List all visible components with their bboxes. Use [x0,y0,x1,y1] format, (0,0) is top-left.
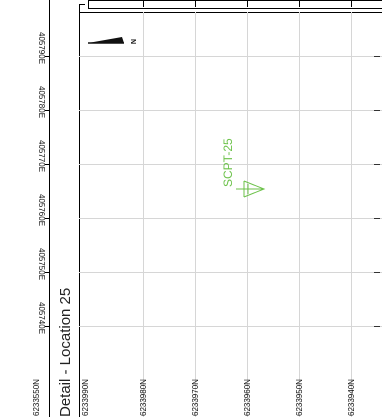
top-tick [143,1,144,7]
grid-end-mark [374,218,380,219]
grid-line-horizontal [79,164,382,165]
grid-line-horizontal [79,218,382,219]
grid-end-mark [374,56,380,57]
easting-label: 405740E [37,302,46,335]
easting-label: 405760E [37,194,46,227]
top-tick [299,1,300,7]
easting-tick [45,218,49,219]
grid-line-vertical [247,12,248,417]
top-strip-border [88,0,382,1]
easting-tick [45,326,49,327]
left-strip-northing-label: 6233550N [32,379,41,416]
north-arrow-label: N [129,38,137,45]
northing-label: 6233950N [295,379,304,416]
grid-line-vertical [143,12,144,417]
north-arrow-icon [88,37,124,44]
easting-label: 405770E [37,140,46,173]
top-tick [247,1,248,7]
easting-label: 405790E [37,32,46,65]
top-tick [351,1,352,7]
left-panel-border [49,0,50,417]
map-top-border [79,12,382,13]
grid-line-horizontal [79,56,382,57]
grid-end-mark [374,110,380,111]
map-title: Detail - Location 25 [57,287,74,417]
top-strip-left-border [88,0,89,9]
easting-label: 405750E [37,248,46,281]
grid-end-mark [374,164,380,165]
northing-label: 6233960N [243,379,252,416]
easting-tick [45,110,49,111]
grid-line-vertical [299,12,300,417]
cpt-location-label: SCPT-25 [221,138,235,187]
northing-label: 6233980N [139,379,148,416]
grid-line-vertical [351,12,352,417]
grid-line-horizontal [79,272,382,273]
northing-label: 6233940N [347,379,356,416]
easting-tick [45,56,49,57]
corner-mark-vertical [79,4,80,12]
easting-tick [45,272,49,273]
grid-line-horizontal [79,326,382,327]
grid-end-mark [374,272,380,273]
easting-tick [45,164,49,165]
cpt-location-icon [236,180,266,198]
top-tick [195,1,196,7]
northing-label: 6233970N [191,379,200,416]
map-left-border [79,12,80,417]
grid-line-vertical [195,12,196,417]
corner-mark [79,4,85,5]
top-strip-bottom-border [88,8,382,9]
grid-line-horizontal [79,110,382,111]
easting-label: 405780E [37,86,46,119]
northing-label: 6233990N [81,379,90,416]
grid-end-mark [374,326,380,327]
